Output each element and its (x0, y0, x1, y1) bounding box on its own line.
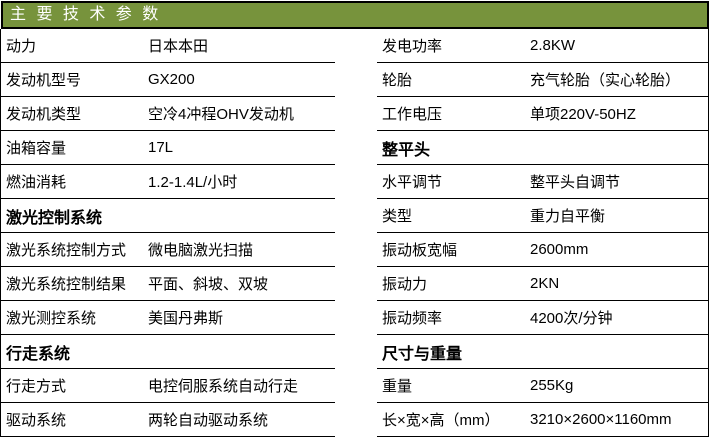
spec-row: 振动力 2KN (377, 267, 708, 301)
spec-value: 空冷4冲程OHV发动机 (148, 106, 294, 123)
page-title: 主 要 技 术 参 数 (1, 1, 709, 29)
spec-value: 美国丹弗斯 (148, 310, 224, 327)
spec-row: 振动板宽幅 2600mm (377, 233, 708, 267)
spec-row: 发动机型号 GX200 (1, 63, 335, 97)
spec-table-right: 发电功率 2.8KW 轮胎 充气轮胎（实心轮胎） 工作电压 单项220V-50HZ 整平头水… (377, 29, 709, 437)
spec-row: 油箱容量 17L (1, 131, 335, 165)
spec-value: 电控伺服系统自动行走 (148, 378, 299, 395)
table-column-gap (335, 29, 377, 437)
section-header-row: 行走系统 (1, 335, 335, 369)
spec-value: 平面、斜坡、双坡 (148, 276, 269, 293)
spec-row: 工作电压 单项220V-50HZ (377, 97, 708, 131)
spec-label: 振动频率 (382, 310, 443, 327)
spec-value: 整平头自调节 (530, 174, 621, 191)
spec-label: 振动力 (382, 276, 428, 293)
spec-row: 轮胎 充气轮胎（实心轮胎） (377, 63, 708, 97)
spec-label: 长×宽×高（mm） (382, 412, 500, 429)
spec-label: 发动机类型 (6, 106, 82, 123)
spec-value: 日本本田 (148, 38, 209, 55)
spec-table-left: 动力 日本本田发动机型号 GX200 发动机类型 空冷4冲程OHV发动机油箱容量 17L 燃… (0, 29, 335, 437)
spec-label: 激光系统控制方式 (6, 242, 127, 259)
spec-value: 3210×2600×1160mm (530, 411, 672, 428)
spec-value: 1.2-1.4L/小时 (148, 174, 238, 191)
section-header-row: 尺寸与重量 (377, 335, 708, 369)
spec-label: 行走方式 (6, 378, 67, 395)
spec-label: 水平调节 (382, 174, 443, 191)
spec-value: GX200 (148, 71, 195, 88)
spec-value: 两轮自动驱动系统 (148, 412, 269, 429)
section-header-row: 整平头 (377, 131, 708, 165)
spec-value: 4200次/分钟 (530, 310, 613, 327)
spec-row: 发动机类型 空冷4冲程OHV发动机 (1, 97, 335, 131)
spec-row: 重量 255Kg (377, 369, 708, 403)
spec-tables: 动力 日本本田发动机型号 GX200 发动机类型 空冷4冲程OHV发动机油箱容量 17L 燃… (0, 29, 710, 437)
spec-row: 振动频率 4200次/分钟 (377, 301, 708, 335)
section-title: 整平头 (382, 141, 431, 159)
section-title: 激光控制系统 (6, 209, 103, 227)
section-title: 尺寸与重量 (382, 345, 463, 363)
spec-label: 类型 (382, 208, 413, 225)
spec-value: 17L (148, 139, 174, 156)
spec-label: 发动机型号 (6, 72, 82, 89)
spec-row: 发电功率 2.8KW (377, 29, 708, 63)
spec-value: 2600mm (530, 241, 589, 258)
spec-row: 燃油消耗 1.2-1.4L/小时 (1, 165, 335, 199)
spec-label: 工作电压 (382, 106, 443, 123)
spec-value: 单项220V-50HZ (530, 106, 636, 123)
spec-label: 动力 (6, 38, 37, 55)
spec-label: 重量 (382, 378, 413, 395)
spec-row: 行走方式 电控伺服系统自动行走 (1, 369, 335, 403)
spec-row: 激光测控系统 美国丹弗斯 (1, 301, 335, 335)
spec-value: 2KN (530, 275, 560, 292)
spec-label: 激光测控系统 (6, 310, 97, 327)
spec-value: 255Kg (530, 377, 574, 394)
spec-row: 类型 重力自平衡 (377, 199, 708, 233)
spec-row: 水平调节 整平头自调节 (377, 165, 708, 199)
spec-row: 长×宽×高（mm） 3210×2600×1160mm (377, 403, 708, 437)
spec-label: 驱动系统 (6, 412, 67, 429)
spec-row: 激光系统控制方式 微电脑激光扫描 (1, 233, 335, 267)
spec-value: 微电脑激光扫描 (148, 242, 254, 259)
spec-label: 激光系统控制结果 (6, 276, 127, 293)
spec-label: 振动板宽幅 (382, 242, 458, 259)
spec-row: 激光系统控制结果 平面、斜坡、双坡 (1, 267, 335, 301)
spec-label: 油箱容量 (6, 140, 67, 157)
spec-value: 充气轮胎（实心轮胎） (530, 72, 681, 89)
section-title: 行走系统 (6, 345, 71, 363)
spec-value: 重力自平衡 (530, 208, 606, 225)
spec-label: 燃油消耗 (6, 174, 67, 191)
spec-value: 2.8KW (530, 37, 576, 54)
spec-row: 驱动系统 两轮自动驱动系统 (1, 403, 335, 437)
spec-label: 发电功率 (382, 38, 443, 55)
spec-label: 轮胎 (382, 72, 413, 89)
section-header-row: 激光控制系统 (1, 199, 335, 233)
spec-row: 动力 日本本田 (1, 29, 335, 63)
